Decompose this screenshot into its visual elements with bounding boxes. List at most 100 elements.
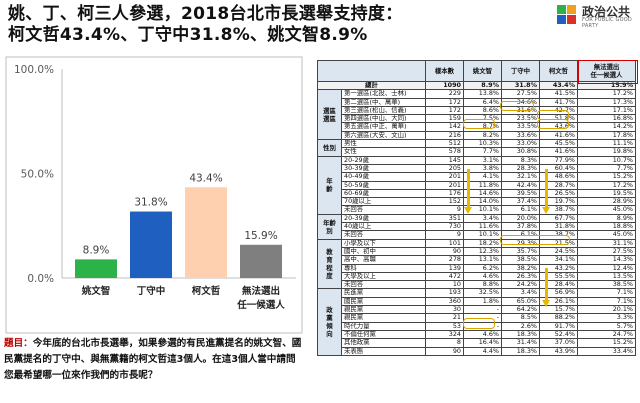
table-cell: 90 bbox=[425, 246, 464, 257]
table-cell: 24.2% bbox=[501, 280, 540, 290]
table-cell: 17.8% bbox=[577, 130, 636, 141]
table-cell: 91.7% bbox=[539, 321, 578, 331]
trend-arrow-yao-shaft bbox=[467, 169, 470, 209]
table-cell: 20.1% bbox=[577, 304, 636, 315]
table-cell: 3.4% bbox=[463, 213, 502, 224]
table-group-label: 年齡 別 bbox=[317, 213, 342, 240]
table-cell: 18.8% bbox=[577, 222, 636, 232]
table-cell: 23.5% bbox=[501, 114, 540, 124]
table-row: 高中、高職 278 13.1% 38.5% 34.1% 14.3% bbox=[318, 255, 636, 265]
table-cell: 8.5% bbox=[501, 313, 540, 323]
x-category-label-1: 丁守中 bbox=[137, 285, 166, 297]
table-cell: 13.8% bbox=[463, 89, 502, 99]
table-cell: 24.7% bbox=[577, 329, 636, 340]
table-cell: 18.2% bbox=[463, 238, 502, 248]
table-cell: 28.9% bbox=[577, 197, 636, 207]
table-group-label: 年 齡 bbox=[317, 155, 342, 215]
table-cell: 30.8% bbox=[501, 147, 540, 157]
table-row-label: 20-39歲 bbox=[341, 213, 426, 224]
table-row-total: 總計 1090 8.9% 31.8% 43.4% 15.9% bbox=[317, 80, 636, 91]
table-cell: 216 bbox=[425, 130, 464, 141]
table-row-label: 第一選區(北投、士林) bbox=[341, 89, 426, 99]
table-cell: 2.6% bbox=[501, 321, 540, 331]
table-row-label: 70歲以上 bbox=[341, 197, 426, 207]
table-cell: 37.8% bbox=[501, 222, 540, 232]
y-tick-label: 100.0% bbox=[14, 64, 54, 76]
table-cell: 33.4% bbox=[577, 346, 636, 356]
table-cell: 360 bbox=[425, 296, 464, 307]
x-category-label-3: 任一候選人 bbox=[236, 299, 285, 311]
table-cell: 8.9% bbox=[463, 80, 502, 91]
crosstab-table-wrapper: 樣本數 姚文智 丁守中 柯文哲 無法選出 任一候選人 總計 1090 8.9% 31.8% 43… bbox=[317, 60, 637, 402]
table-cell: 45.0% bbox=[577, 230, 636, 240]
table-cell: 38.5% bbox=[577, 280, 636, 290]
table-row: 40歲以上 730 11.6% 37.8% 31.8% 18.8% bbox=[318, 222, 636, 232]
table-row-label: 民進黨 bbox=[341, 288, 426, 298]
table-cell: 6.2% bbox=[463, 263, 502, 273]
table-cell: 159 bbox=[425, 114, 464, 124]
table-cell: 8.3% bbox=[501, 155, 540, 165]
highlight-box-header bbox=[578, 60, 638, 84]
table-cell: 10 bbox=[425, 280, 464, 290]
table-cell: 7.7% bbox=[577, 163, 636, 174]
table-cell: 32.1% bbox=[501, 172, 540, 182]
table-row-label: 40-49歲 bbox=[341, 172, 426, 182]
table-row: 大學及以上 472 4.6% 26.3% 55.5% 13.5% bbox=[318, 271, 636, 282]
table-row-label: 未表態 bbox=[341, 346, 426, 356]
table-cell: 總計 bbox=[317, 80, 426, 91]
table-row: 女性 578 7.7% 30.8% 41.6% 19.8% bbox=[318, 147, 636, 157]
table-cell: 6.4% bbox=[463, 97, 502, 107]
table-cell: 88.2% bbox=[539, 313, 578, 323]
table-header-cell bbox=[317, 60, 426, 82]
table-cell: 145 bbox=[425, 155, 464, 165]
table-row: 未回答 9 10.1% 6.1% 38.7% 45.0% bbox=[318, 230, 636, 240]
title-line-2: 柯文哲43.4%、丁守中31.8%、姚文智8.9% bbox=[8, 25, 368, 45]
table-cell: 67.7% bbox=[539, 213, 578, 224]
bar-1 bbox=[130, 211, 172, 278]
table-cell: 19.5% bbox=[577, 188, 636, 199]
table-row: 年齡 別 20-39歲 351 3.4% 20.0% 67.7% 8.9% bbox=[317, 213, 636, 240]
table-cell: 4.6% bbox=[463, 329, 502, 340]
table-cell: 278 bbox=[425, 255, 464, 265]
table-row-label: 女性 bbox=[341, 147, 426, 157]
table-row-label: 30-39歲 bbox=[341, 163, 426, 174]
table-cell: 37.0% bbox=[539, 338, 578, 348]
data-label-2: 43.4% bbox=[189, 172, 222, 184]
chart-frame bbox=[5, 56, 303, 334]
highlight-box-age-20-39 bbox=[500, 235, 570, 245]
table-row: 第二選區(中、萬華) 172 6.4% 34.6% 41.7% 17.3% bbox=[318, 97, 636, 107]
table-cell: 41.5% bbox=[539, 89, 578, 99]
table-row: 不偏任何黨 324 4.6% 18.3% 52.4% 24.7% bbox=[318, 329, 636, 340]
table-cell: 10.1% bbox=[463, 230, 502, 240]
table-cell: 193 bbox=[425, 288, 464, 298]
party-logo bbox=[557, 5, 576, 24]
table-row-label: 第三選區(松山、信義) bbox=[341, 105, 426, 116]
table-row-label: 40歲以上 bbox=[341, 222, 426, 232]
table-row: 專科 139 6.2% 38.2% 43.2% 12.4% bbox=[318, 263, 636, 273]
bar-0 bbox=[75, 259, 117, 278]
table-cell: 8.8% bbox=[463, 280, 502, 290]
title-line-1: 姚、丁、柯三人參選，2018台北市長選舉支持度： bbox=[8, 4, 403, 24]
table-row: 40-49歲 201 4.1% 32.1% 48.6% 15.2% bbox=[318, 172, 636, 182]
y-tick-label: 0.0% bbox=[27, 273, 54, 285]
table-cell: 31.4% bbox=[501, 338, 540, 348]
table-cell: 7.7% bbox=[463, 147, 502, 157]
table-cell: 14.3% bbox=[577, 255, 636, 265]
table-cell: 8 bbox=[425, 338, 464, 348]
table-cell: 8.9% bbox=[577, 213, 636, 224]
table-cell: 26.3% bbox=[501, 271, 540, 282]
table-row: 70歲以上 152 14.0% 37.4% 19.7% 28.9% bbox=[318, 197, 636, 207]
table-row: 國中、初中 90 12.3% 35.7% 24.5% 27.5% bbox=[318, 246, 636, 257]
table-row-label: 其他政黨 bbox=[341, 338, 426, 348]
data-label-0: 8.9% bbox=[83, 244, 110, 256]
table-cell: 33.0% bbox=[501, 139, 540, 149]
table-cell: 7.1% bbox=[577, 288, 636, 298]
crosstab-table: 樣本數 姚文智 丁守中 柯文哲 無法選出 任一候選人 總計 1090 8.9% 31.8% 43… bbox=[317, 60, 636, 356]
table-cell: 142 bbox=[425, 122, 464, 132]
table-row: 國民黨 360 1.8% 65.0% 26.1% 7.1% bbox=[318, 296, 636, 307]
table-row-label: 未回答 bbox=[341, 280, 426, 290]
table-cell: 324 bbox=[425, 329, 464, 340]
table-row-label: 第四選區(中山、大同) bbox=[341, 114, 426, 124]
table-cell: 15.2% bbox=[577, 338, 636, 348]
table-cell: 152 bbox=[425, 197, 464, 207]
